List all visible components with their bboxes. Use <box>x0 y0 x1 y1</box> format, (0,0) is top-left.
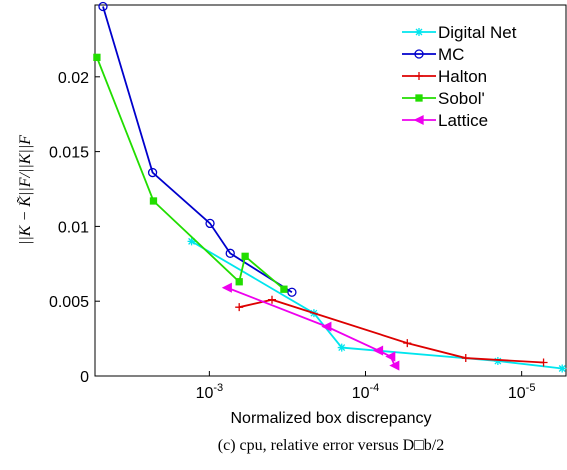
legend-marker <box>415 28 423 36</box>
marker <box>337 343 346 352</box>
legend-label: Sobol' <box>438 89 485 108</box>
x-tick-label: 10-4 <box>352 382 380 402</box>
marker <box>461 354 470 363</box>
series <box>98 1 297 297</box>
series-line <box>96 57 285 290</box>
marker <box>287 287 297 297</box>
y-tick-label: 0.01 <box>58 219 89 236</box>
series-line <box>239 298 544 364</box>
marker <box>221 282 232 293</box>
series <box>93 53 288 293</box>
marker <box>147 167 158 178</box>
series-line <box>226 286 396 366</box>
marker <box>205 218 215 229</box>
legend-label: Halton <box>438 67 487 86</box>
legend-marker <box>414 49 424 59</box>
marker <box>280 285 288 293</box>
y-tick-label: 0 <box>80 369 89 386</box>
marker <box>235 278 243 286</box>
caption: (c) cpu, relative error versus D□b/2 <box>218 437 444 454</box>
marker <box>98 1 108 12</box>
marker <box>373 345 384 356</box>
marker <box>187 237 196 246</box>
marker <box>149 197 158 205</box>
legend-marker <box>413 114 424 126</box>
marker <box>321 321 332 332</box>
marker <box>235 303 244 312</box>
x-tick-label: 10-3 <box>196 382 224 402</box>
y-tick-label: 0.015 <box>49 145 89 162</box>
plot-frame <box>94 4 567 377</box>
series <box>235 295 548 367</box>
series <box>221 282 400 371</box>
legend-label: MC <box>438 45 464 64</box>
marker <box>403 339 412 348</box>
y-axis-label: ||K − K̃||F/||K||F <box>16 135 34 245</box>
y-tick-label: 0.02 <box>58 70 89 87</box>
marker <box>558 364 567 373</box>
legend-marker <box>415 72 423 80</box>
marker <box>268 295 277 304</box>
series-line <box>102 6 293 293</box>
marker <box>539 358 548 367</box>
marker <box>241 252 249 260</box>
marker <box>385 351 396 362</box>
x-axis-label: Normalized box discrepancy <box>231 410 432 427</box>
legend-label: Lattice <box>438 111 488 130</box>
y-tick-label: 0.005 <box>49 294 89 311</box>
marker <box>225 248 235 258</box>
marker <box>389 360 400 371</box>
marker <box>93 53 101 62</box>
legend-marker <box>415 94 423 102</box>
legend-label: Digital Net <box>438 23 517 42</box>
marker <box>493 357 502 366</box>
x-tick-label: 10-5 <box>508 382 536 402</box>
